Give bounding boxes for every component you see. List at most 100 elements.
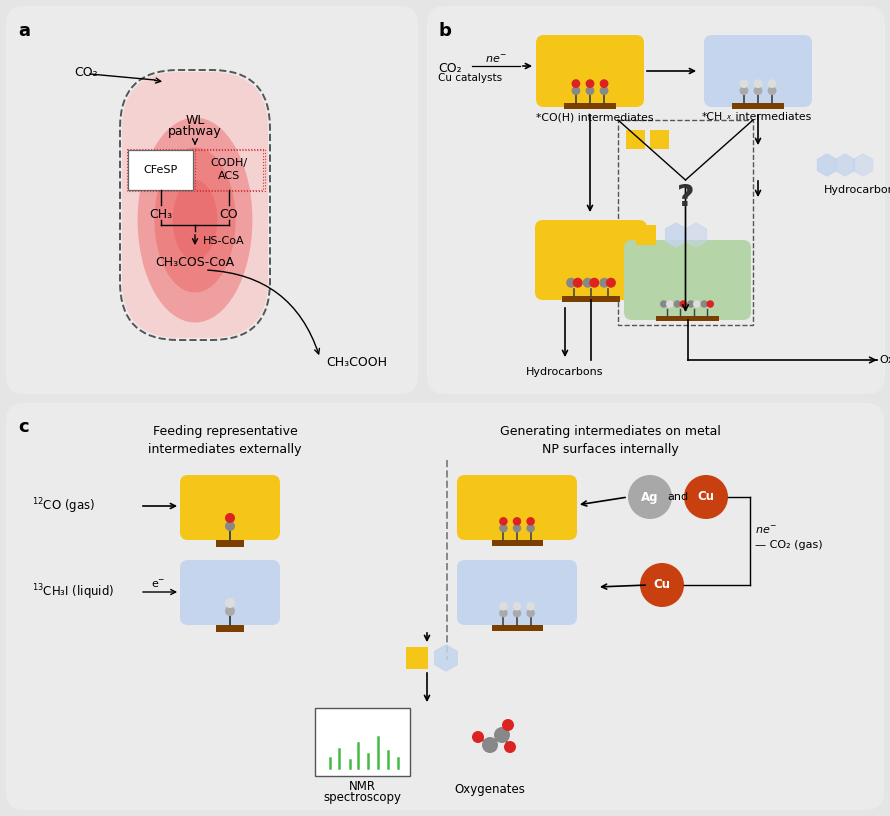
Circle shape [740,79,748,88]
Circle shape [526,602,535,610]
Bar [626,130,645,149]
Text: Hydrocarbons: Hydrocarbons [824,185,890,195]
Circle shape [566,277,576,288]
Text: Oxygenates: Oxygenates [879,355,890,365]
Text: b: b [438,22,451,40]
Circle shape [687,300,694,308]
Circle shape [606,277,616,288]
Polygon shape [666,223,686,247]
Ellipse shape [173,180,217,260]
FancyBboxPatch shape [6,403,884,810]
Text: and: and [668,492,689,502]
FancyBboxPatch shape [457,475,577,540]
Circle shape [225,598,235,608]
Circle shape [600,86,609,95]
Circle shape [700,300,708,308]
Circle shape [693,300,700,308]
FancyBboxPatch shape [180,560,280,625]
Bar [216,625,244,632]
Polygon shape [434,645,457,671]
Circle shape [225,606,235,616]
Circle shape [472,731,484,743]
Circle shape [679,300,687,308]
Circle shape [571,79,580,88]
Circle shape [684,475,728,519]
Bar [315,708,410,776]
Text: $^{13}$CH₃I (liquid): $^{13}$CH₃I (liquid) [32,582,114,602]
Circle shape [660,300,668,308]
FancyBboxPatch shape [535,220,647,300]
Bar [195,150,263,190]
Circle shape [740,86,748,95]
FancyBboxPatch shape [457,560,577,625]
Bar [618,120,753,325]
Text: *CH: *CH [702,112,724,122]
FancyBboxPatch shape [6,6,418,394]
Text: *CO(H) intermediates: *CO(H) intermediates [536,112,653,122]
Polygon shape [685,223,707,247]
Bar [563,103,617,109]
Text: ACS: ACS [218,171,240,181]
Text: Cu: Cu [653,579,670,592]
Circle shape [504,741,516,753]
Circle shape [513,609,522,618]
Text: intermediates: intermediates [732,112,812,122]
Text: Generating intermediates on metal
NP surfaces internally: Generating intermediates on metal NP sur… [499,424,720,455]
Text: CO₂: CO₂ [74,65,98,78]
Text: — CO₂ (gas): — CO₂ (gas) [755,540,822,550]
Bar [491,540,543,546]
Bar [406,647,428,669]
Circle shape [768,79,776,88]
Circle shape [599,277,610,288]
Bar [562,296,620,302]
Circle shape [707,300,714,308]
Text: Ag: Ag [642,490,659,503]
Text: a: a [18,22,30,40]
Text: pathway: pathway [168,126,222,139]
Text: e$^{-}$: e$^{-}$ [150,579,166,590]
Text: Oxygenates: Oxygenates [455,783,525,796]
Circle shape [583,277,593,288]
Text: $_x$: $_x$ [726,112,732,122]
Circle shape [499,602,507,610]
Ellipse shape [154,148,236,292]
FancyBboxPatch shape [624,240,751,320]
Circle shape [499,524,507,532]
Text: HS-CoA: HS-CoA [203,236,245,246]
Text: CO₂: CO₂ [438,61,462,74]
Circle shape [499,517,507,526]
Text: $^{12}$CO (gas): $^{12}$CO (gas) [32,496,95,516]
Bar [656,316,718,322]
Bar [491,625,543,631]
Circle shape [526,517,535,526]
Circle shape [768,86,776,95]
Circle shape [586,86,595,95]
Text: Cu catalysts: Cu catalysts [438,73,502,83]
Text: c: c [18,418,28,436]
FancyBboxPatch shape [427,6,885,394]
Text: ?: ? [676,184,694,212]
Text: spectroscopy: spectroscopy [323,792,401,805]
Circle shape [589,277,599,288]
Circle shape [225,521,235,531]
Ellipse shape [138,118,253,322]
Text: Cu: Cu [698,490,715,503]
Circle shape [513,524,522,532]
Text: Hydrocarbons: Hydrocarbons [526,367,603,377]
Circle shape [526,609,535,618]
FancyBboxPatch shape [704,35,812,107]
Text: CO: CO [220,209,239,221]
Text: Feeding representative
intermediates externally: Feeding representative intermediates ext… [149,424,302,455]
Circle shape [482,737,498,753]
Text: WL: WL [185,113,205,126]
Text: CFeSP: CFeSP [144,165,178,175]
FancyBboxPatch shape [122,72,268,338]
Circle shape [513,517,522,526]
FancyBboxPatch shape [180,475,280,540]
Circle shape [628,475,672,519]
Circle shape [600,79,609,88]
Circle shape [754,86,763,95]
Text: CH₃COS-CoA: CH₃COS-CoA [156,255,235,268]
Circle shape [513,602,522,610]
Circle shape [502,719,514,731]
